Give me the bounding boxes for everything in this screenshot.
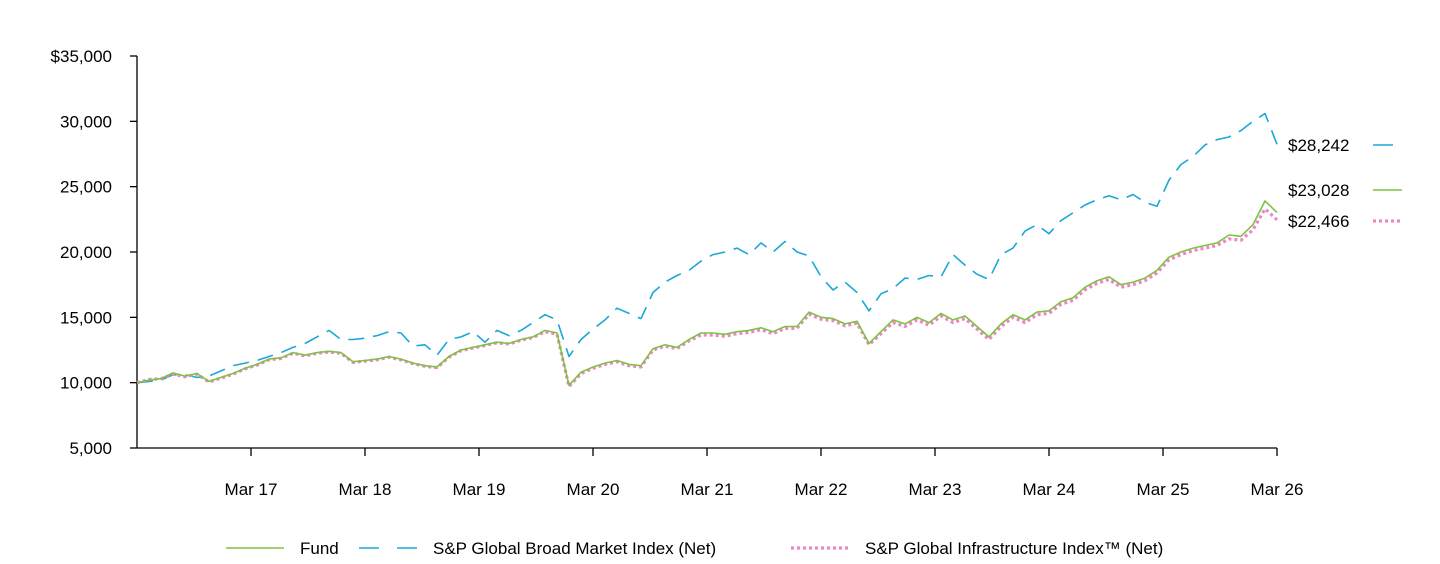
x-tick-label: Mar 22 bbox=[795, 480, 848, 499]
x-tick-label: Mar 21 bbox=[681, 480, 734, 499]
end-value-label: $28,242 bbox=[1288, 136, 1349, 155]
legend-label: Fund bbox=[300, 539, 339, 558]
y-tick-label: 5,000 bbox=[69, 439, 112, 458]
series-line-infrastructure-index bbox=[136, 207, 1279, 389]
y-tick-label: $35,000 bbox=[51, 47, 112, 66]
legend-label: S&P Global Infrastructure Index™ (Net) bbox=[865, 539, 1163, 558]
legend: Fund S&P Global Broad Market Index (Net) S… bbox=[226, 539, 1163, 558]
y-tick-label: 20,000 bbox=[60, 243, 112, 262]
end-value-label: $22,466 bbox=[1288, 212, 1349, 231]
series-line-broad-market-index bbox=[136, 112, 1278, 384]
end-value-label: $23,028 bbox=[1288, 181, 1349, 200]
y-tick-label: 30,000 bbox=[60, 112, 112, 131]
x-tick-label: Mar 26 bbox=[1251, 480, 1304, 499]
x-tick-label: Mar 17 bbox=[225, 480, 278, 499]
series-line-fund bbox=[136, 200, 1278, 387]
y-tick-label: 15,000 bbox=[60, 308, 112, 327]
series-layer bbox=[136, 112, 1279, 389]
x-tick-label: Mar 18 bbox=[339, 480, 392, 499]
x-tick-label: Mar 24 bbox=[1023, 480, 1076, 499]
y-tick-label: 10,000 bbox=[60, 374, 112, 393]
x-tick-label: Mar 20 bbox=[567, 480, 620, 499]
x-tick-label: Mar 19 bbox=[453, 480, 506, 499]
x-tick-label: Mar 23 bbox=[909, 480, 962, 499]
y-axis: 5,000 10,000 15,000 20,000 25,000 30,000 $35,0… bbox=[51, 47, 138, 458]
end-labels: $23,028 $28,242 $22,466 bbox=[1288, 136, 1402, 231]
y-tick-label: 25,000 bbox=[60, 178, 112, 197]
legend-label: S&P Global Broad Market Index (Net) bbox=[433, 539, 716, 558]
x-tick-label: Mar 25 bbox=[1137, 480, 1190, 499]
x-axis: Mar 17 Mar 18 Mar 19 Mar 20 Mar 21 Mar 22 Mar … bbox=[137, 447, 1304, 499]
